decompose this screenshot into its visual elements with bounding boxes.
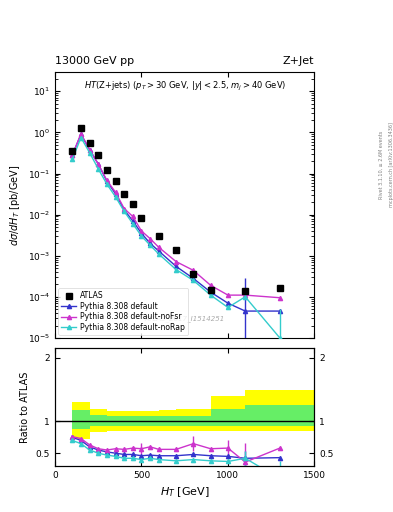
- ATLAS: [113, 178, 118, 184]
- X-axis label: $H_T$ [GeV]: $H_T$ [GeV]: [160, 485, 209, 499]
- Pythia 8.308 default-noFsr: [191, 267, 196, 273]
- Text: Z+Jet: Z+Jet: [283, 55, 314, 66]
- Pythia 8.308 default-noRap: [191, 278, 196, 284]
- Pythia 8.308 default: [208, 289, 213, 295]
- Pythia 8.308 default: [96, 161, 101, 167]
- Pythia 8.308 default-noRap: [122, 208, 127, 215]
- Pythia 8.308 default-noRap: [226, 305, 230, 311]
- ATLAS: [130, 201, 135, 207]
- Line: Pythia 8.308 default-noRap: Pythia 8.308 default-noRap: [70, 136, 282, 340]
- Pythia 8.308 default-noRap: [130, 221, 135, 227]
- Pythia 8.308 default: [105, 178, 109, 184]
- Text: 13000 GeV pp: 13000 GeV pp: [55, 55, 134, 66]
- Pythia 8.308 default-noRap: [156, 251, 161, 257]
- Pythia 8.308 default-noRap: [113, 194, 118, 200]
- ATLAS: [122, 191, 127, 197]
- Pythia 8.308 default: [277, 308, 282, 314]
- Pythia 8.308 default: [113, 191, 118, 197]
- Text: $HT$(Z+jets) ($p_T > 30$ GeV, $|y| < 2.5$, $m_j > 40$ GeV): $HT$(Z+jets) ($p_T > 30$ GeV, $|y| < 2.5…: [84, 80, 286, 93]
- Pythia 8.308 default-noRap: [79, 135, 83, 141]
- Text: mcplots.cern.ch [arXiv:1306.3436]: mcplots.cern.ch [arXiv:1306.3436]: [389, 122, 393, 207]
- Pythia 8.308 default-noFsr: [122, 205, 127, 211]
- Pythia 8.308 default: [156, 248, 161, 254]
- Y-axis label: Ratio to ATLAS: Ratio to ATLAS: [20, 371, 30, 443]
- Line: Pythia 8.308 default-noFsr: Pythia 8.308 default-noFsr: [70, 132, 282, 300]
- Y-axis label: $d\sigma/dH_T$ [pb/GeV]: $d\sigma/dH_T$ [pb/GeV]: [8, 164, 22, 246]
- Pythia 8.308 default: [191, 275, 196, 282]
- Pythia 8.308 default: [139, 230, 144, 237]
- Pythia 8.308 default-noFsr: [156, 244, 161, 250]
- ATLAS: [174, 247, 178, 253]
- Pythia 8.308 default-noRap: [277, 335, 282, 341]
- Pythia 8.308 default: [70, 152, 75, 158]
- Pythia 8.308 default-noFsr: [208, 282, 213, 288]
- Pythia 8.308 default-noFsr: [148, 236, 152, 242]
- Pythia 8.308 default: [226, 300, 230, 306]
- Pythia 8.308 default-noFsr: [139, 228, 144, 234]
- ATLAS: [243, 288, 248, 294]
- Pythia 8.308 default-noFsr: [226, 292, 230, 298]
- Pythia 8.308 default-noRap: [148, 242, 152, 248]
- Pythia 8.308 default-noFsr: [243, 292, 248, 298]
- Pythia 8.308 default-noRap: [243, 294, 248, 300]
- Pythia 8.308 default-noRap: [139, 233, 144, 239]
- Pythia 8.308 default-noFsr: [105, 177, 109, 183]
- Pythia 8.308 default-noRap: [87, 150, 92, 156]
- ATLAS: [277, 285, 282, 291]
- Pythia 8.308 default-noFsr: [174, 259, 178, 265]
- Pythia 8.308 default-noFsr: [277, 295, 282, 301]
- ATLAS: [191, 271, 196, 278]
- ATLAS: [96, 152, 101, 158]
- Pythia 8.308 default: [243, 308, 248, 314]
- Pythia 8.308 default-noRap: [174, 267, 178, 273]
- Text: ATLAS_2017_I1514251: ATLAS_2017_I1514251: [145, 315, 225, 322]
- ATLAS: [208, 287, 213, 293]
- Pythia 8.308 default: [79, 131, 83, 137]
- Pythia 8.308 default-noRap: [70, 156, 75, 162]
- Pythia 8.308 default-noFsr: [79, 131, 83, 137]
- ATLAS: [156, 233, 161, 239]
- Pythia 8.308 default-noFsr: [87, 146, 92, 153]
- Pythia 8.308 default-noFsr: [130, 214, 135, 220]
- Line: Pythia 8.308 default: Pythia 8.308 default: [70, 132, 282, 313]
- Pythia 8.308 default: [122, 207, 127, 213]
- ATLAS: [87, 140, 92, 146]
- Pythia 8.308 default: [130, 218, 135, 224]
- Pythia 8.308 default-noFsr: [70, 152, 75, 158]
- Pythia 8.308 default-noFsr: [96, 161, 101, 167]
- ATLAS: [139, 215, 144, 221]
- Line: ATLAS: ATLAS: [69, 124, 283, 294]
- ATLAS: [70, 148, 75, 154]
- Pythia 8.308 default-noFsr: [113, 189, 118, 195]
- Pythia 8.308 default: [174, 263, 178, 269]
- Pythia 8.308 default-noRap: [208, 292, 213, 298]
- Pythia 8.308 default: [87, 146, 92, 153]
- Pythia 8.308 default-noRap: [105, 181, 109, 187]
- Legend: ATLAS, Pythia 8.308 default, Pythia 8.308 default-noFsr, Pythia 8.308 default-no: ATLAS, Pythia 8.308 default, Pythia 8.30…: [58, 288, 188, 335]
- Text: Rivet 3.1.10, ≥ 2.6M events: Rivet 3.1.10, ≥ 2.6M events: [379, 131, 384, 199]
- Pythia 8.308 default: [148, 240, 152, 246]
- ATLAS: [105, 167, 109, 174]
- Pythia 8.308 default-noRap: [96, 166, 101, 172]
- ATLAS: [79, 124, 83, 131]
